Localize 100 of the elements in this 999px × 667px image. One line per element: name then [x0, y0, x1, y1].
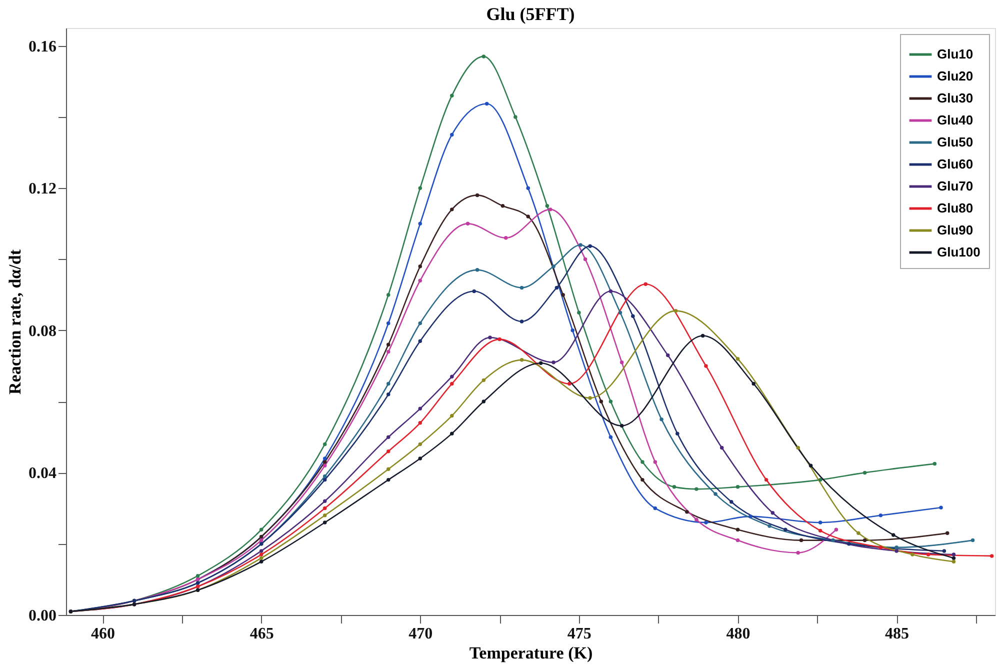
y-tick-label: 0.04	[28, 465, 56, 482]
point	[768, 524, 772, 528]
point	[796, 446, 800, 450]
point	[894, 549, 898, 553]
point	[694, 518, 698, 522]
point	[322, 442, 327, 446]
point	[818, 528, 822, 533]
point	[520, 358, 524, 362]
legend-label: Glu10	[937, 46, 974, 62]
point	[990, 554, 994, 558]
point	[570, 328, 574, 332]
point	[472, 289, 476, 294]
point	[891, 533, 896, 537]
point	[259, 549, 264, 553]
point	[322, 514, 327, 518]
point	[450, 432, 454, 436]
point	[418, 222, 422, 226]
point	[644, 282, 648, 286]
point	[939, 506, 943, 510]
point	[466, 222, 470, 226]
point	[386, 467, 390, 472]
point	[588, 396, 592, 400]
point	[834, 528, 838, 532]
point	[418, 264, 422, 268]
point	[322, 464, 327, 468]
point	[588, 244, 592, 248]
point	[450, 94, 454, 98]
point	[660, 417, 664, 422]
point	[620, 360, 624, 364]
point	[932, 462, 937, 466]
x-tick-label: 480	[726, 626, 750, 642]
point	[482, 54, 486, 58]
point	[322, 474, 327, 478]
point	[808, 464, 813, 468]
point	[322, 506, 327, 510]
point	[764, 478, 768, 482]
point	[847, 542, 851, 546]
point	[520, 286, 524, 290]
point	[878, 546, 883, 550]
point	[878, 514, 883, 518]
point	[942, 549, 946, 553]
legend-label: Glu60	[937, 156, 974, 172]
point	[386, 292, 390, 297]
point	[862, 470, 867, 475]
point	[694, 487, 698, 491]
point	[482, 378, 486, 382]
point	[450, 132, 454, 137]
y-tick-label: 0.16	[28, 38, 56, 56]
point	[475, 268, 480, 272]
point	[952, 552, 956, 556]
legend-label: Glu40	[937, 112, 974, 128]
point	[538, 361, 543, 365]
point	[640, 478, 644, 482]
point	[418, 421, 422, 425]
chart-title: Glu (5FFT)	[486, 4, 575, 24]
point	[386, 435, 390, 439]
point	[578, 243, 582, 247]
point	[418, 406, 422, 411]
legend-label: Glu90	[937, 222, 974, 238]
point	[714, 492, 718, 496]
point	[514, 115, 518, 119]
point	[676, 432, 680, 436]
point	[704, 520, 708, 524]
point	[910, 552, 914, 556]
point	[952, 560, 956, 564]
x-tick-label: 460	[91, 626, 116, 642]
point	[796, 550, 800, 555]
point	[450, 382, 454, 386]
point	[818, 520, 822, 524]
legend-label: Glu80	[937, 200, 974, 216]
point	[945, 531, 950, 536]
point	[545, 204, 550, 208]
point	[259, 552, 264, 556]
point	[970, 538, 975, 542]
point	[504, 236, 508, 240]
point	[386, 478, 390, 482]
point	[704, 364, 708, 368]
point	[862, 538, 867, 542]
point	[653, 460, 658, 464]
point	[386, 342, 390, 346]
point	[620, 424, 624, 428]
y-tick-label: 0.08	[28, 322, 56, 340]
point	[526, 186, 530, 190]
point	[856, 531, 860, 536]
point	[418, 278, 422, 282]
point	[653, 506, 658, 510]
point	[386, 392, 390, 396]
point	[736, 485, 740, 489]
point	[259, 556, 264, 560]
point	[736, 538, 740, 542]
point	[418, 339, 422, 343]
x-axis-title: Temperature (K)	[469, 644, 593, 662]
point	[926, 552, 930, 556]
point	[736, 528, 740, 532]
point	[608, 435, 613, 439]
y-tick-label: 0.12	[28, 180, 56, 198]
point	[752, 382, 756, 386]
point	[561, 292, 565, 297]
point	[568, 382, 572, 386]
point	[500, 204, 505, 208]
